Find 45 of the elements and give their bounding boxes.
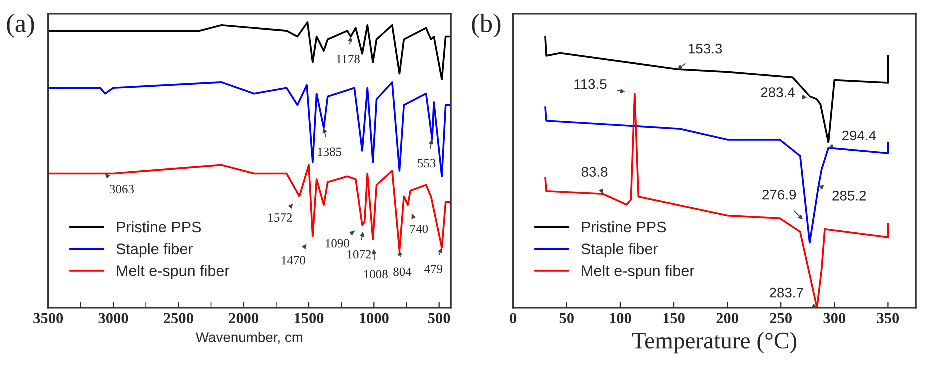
x-axis-title: Wavenumber, cm [196,332,303,344]
annotation: 804 [394,268,412,276]
annotation: 553 [418,159,436,168]
legend-label: Pristine PPS [582,221,666,233]
x-tick-label: 100 [610,313,632,324]
legend-label: Staple fiber [582,243,658,258]
x-tick-label: 2000 [229,313,259,324]
legend-label: Staple fiber [116,243,194,258]
x-tick-label: 500 [428,313,450,324]
x-tick-label: 300 [824,313,846,324]
annotation: 1072 [348,250,372,259]
annotation: 479 [424,264,443,274]
x-tick-label: 50 [560,313,574,324]
x-tick-label: 3000 [98,313,128,324]
x-tick-label: 2500 [164,313,194,324]
x-tick-label: 1000 [360,313,389,324]
annotation: 113.5 [574,79,607,90]
annotation: 1385 [318,148,342,156]
x-tick-label: 250 [770,313,792,324]
x-tick-label: 1500 [294,313,324,324]
legend-label: Melt e-spun fiber [117,265,230,280]
annotation: 294.4 [842,130,876,141]
x-tick-label: 350 [877,313,900,324]
annotation: 1008 [364,270,388,279]
annotation: 83.8 [582,167,608,178]
annotation: 1178 [337,55,360,64]
x-tick-label: 0 [510,313,517,324]
chart-title: (b) [472,14,501,38]
x-tick-label: 200 [716,313,738,324]
annotation: 740 [410,224,428,234]
chart-title: (a) [7,14,34,38]
x-axis-title: Temperature (°C) [632,332,797,354]
legend-label: Melt e-spun fiber [582,265,695,280]
annotation: 3063 [110,185,134,194]
annotation: 153.3 [689,44,722,54]
annotation: 1090 [326,239,350,248]
annotation: 1572 [268,214,292,222]
annotation: 283.7 [770,288,804,298]
x-tick-label: 150 [664,313,685,324]
annotation: 285.2 [832,190,866,201]
annotation: 1470 [282,256,306,265]
annotation: 276.9 [762,190,796,200]
legend-label: Pristine PPS [117,221,202,233]
x-tick-label: 3500 [34,313,64,324]
annotation: 283.4 [761,88,795,98]
